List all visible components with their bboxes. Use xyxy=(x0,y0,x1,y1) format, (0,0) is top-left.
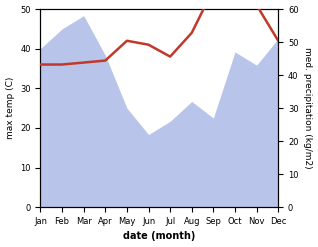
Y-axis label: max temp (C): max temp (C) xyxy=(5,77,15,139)
Y-axis label: med. precipitation (kg/m2): med. precipitation (kg/m2) xyxy=(303,47,313,169)
X-axis label: date (month): date (month) xyxy=(123,231,196,242)
